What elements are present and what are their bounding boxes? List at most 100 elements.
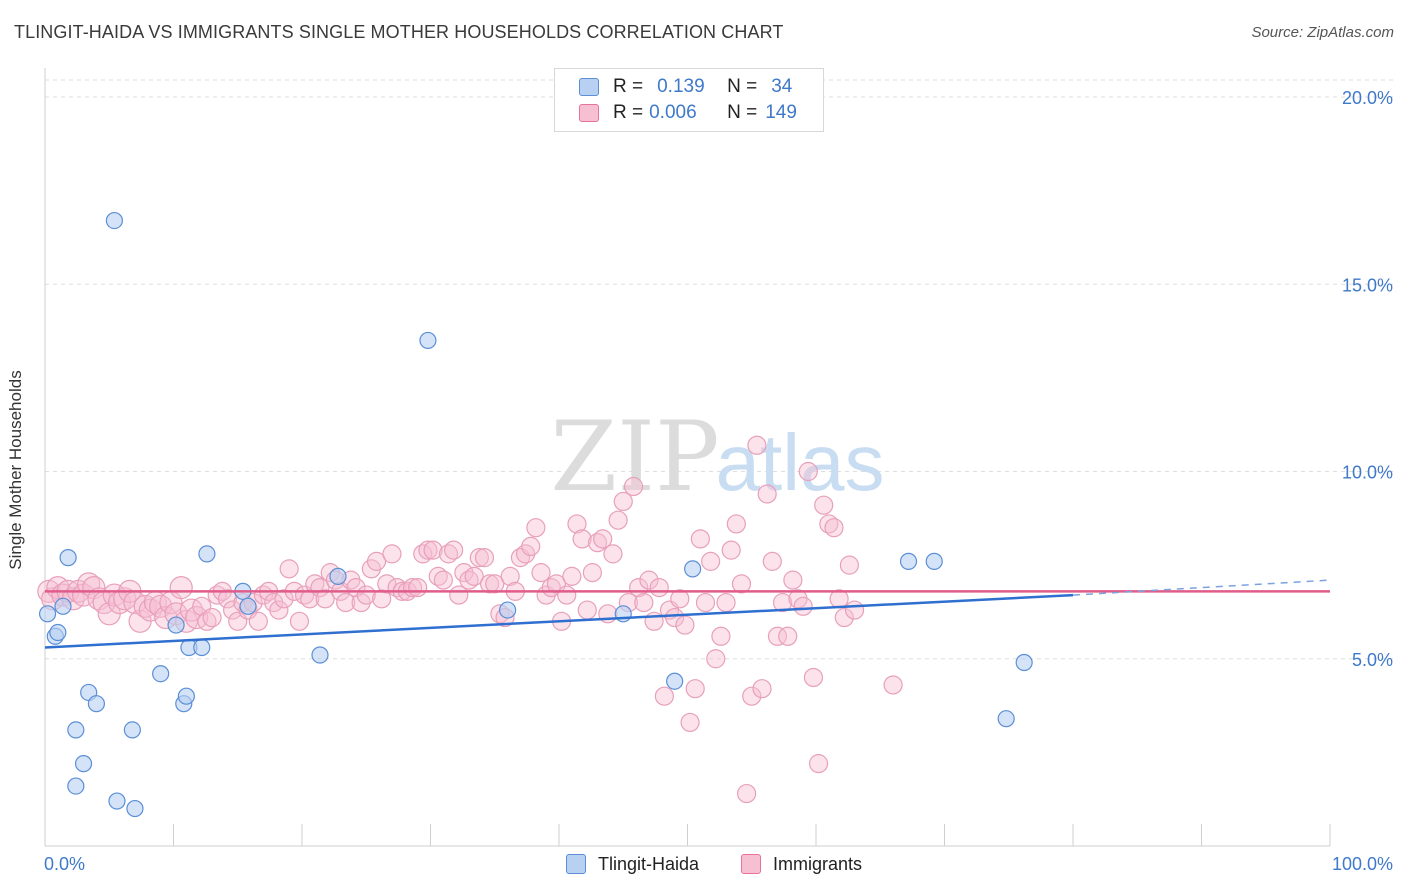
tlingit-haida-point (311, 646, 329, 664)
immigrants-point (485, 574, 505, 594)
tlingit-haida-trend-line (44, 593, 1074, 649)
immigrants-point (336, 592, 356, 613)
immigrants-point (819, 514, 839, 534)
r-label: R = (613, 102, 644, 123)
tlingit-haida-point (499, 601, 517, 619)
tick-labels: 5.0% 10.0% 15.0% 20.0% 0.0% 100.0% (44, 88, 1393, 874)
y-tick-label: 15.0% (1342, 275, 1393, 295)
immigrants-point (382, 544, 402, 564)
immigrants-point (737, 783, 757, 804)
immigrants-point (572, 529, 592, 549)
immigrants-point (767, 626, 788, 646)
immigrants-point (824, 518, 844, 538)
immigrants-point (480, 574, 500, 594)
immigrants-point (567, 514, 587, 534)
immigrants-point (582, 563, 603, 583)
immigrants-point (372, 589, 392, 609)
immigrants-point (169, 575, 193, 600)
r-label: R = (613, 76, 644, 97)
immigrants-point (685, 679, 705, 699)
immigrants-points (37, 435, 903, 804)
tlingit-haida-point (67, 721, 85, 739)
tlingit-haida-point (74, 755, 93, 773)
immigrants-point (839, 555, 860, 575)
immigrants-point (464, 566, 484, 586)
immigrants-point (557, 585, 577, 605)
tlingit-haida-point (167, 616, 185, 634)
tlingit-haida-points (38, 211, 1033, 818)
immigrants-point (803, 667, 824, 688)
watermark: ZIP atlas (550, 401, 884, 513)
immigrants-point (248, 611, 268, 631)
legend-swatch-pink (579, 104, 599, 122)
bottom-legend-immigrants: Immigrants (741, 852, 862, 876)
axes (44, 68, 1331, 847)
immigrants-point (680, 712, 700, 733)
tlingit-haida-point (198, 545, 216, 563)
immigrants-point (438, 544, 459, 564)
immigrants-point (608, 510, 628, 530)
immigrants-point (408, 577, 428, 598)
chart-title: TLINGIT-HAIDA VS IMMIGRANTS SINGLE MOTHE… (14, 22, 784, 42)
immigrants-point (670, 589, 690, 609)
immigrants-point (269, 600, 289, 620)
immigrants-point (690, 529, 710, 549)
immigrants-point (783, 570, 803, 590)
immigrants-point (752, 679, 772, 699)
immigrants-point (772, 592, 793, 613)
immigrants-point (778, 626, 798, 646)
n-value: 34 (771, 76, 793, 97)
tlingit-haida-point (329, 567, 347, 585)
tlingit-haida-point (152, 665, 170, 683)
immigrants-point (814, 495, 834, 515)
tlingit-haida-point (59, 549, 77, 567)
immigrants-point (793, 596, 813, 616)
immigrants-point (377, 574, 397, 594)
immigrants-point (433, 570, 453, 590)
legend-row-immigrants: R = 0.006 N = 149 (579, 101, 797, 125)
legend-label: Immigrants (773, 853, 863, 874)
watermark-zip: ZIP (550, 401, 719, 513)
tlingit-haida-point (54, 597, 72, 615)
immigrants-point (413, 544, 433, 564)
tlingit-haida-point (38, 605, 57, 623)
immigrants-point (305, 574, 325, 594)
immigrants-point (701, 551, 721, 571)
x-tick-label: 100.0% (1332, 854, 1393, 874)
y-axis-label: Single Mother Households (6, 370, 25, 570)
immigrants-point (654, 686, 674, 706)
immigrants-point (526, 518, 546, 538)
tlingit-haida-point (1015, 653, 1033, 672)
immigrants-point (279, 559, 299, 579)
immigrants-point (562, 566, 582, 586)
n-value: 149 (765, 102, 797, 123)
immigrants-point (197, 611, 217, 631)
r-value: 0.139 (657, 76, 705, 97)
immigrants-point (217, 589, 238, 609)
tlingit-haida-point (239, 597, 257, 615)
immigrants-point (726, 514, 746, 534)
immigrants-point (716, 592, 736, 613)
immigrants-point (695, 592, 716, 613)
immigrants-point (808, 754, 829, 774)
grid (45, 79, 1395, 660)
immigrants-point (423, 540, 443, 560)
tlingit-haida-point (87, 695, 106, 713)
immigrants-point (274, 589, 294, 609)
r-value: 0.006 (649, 102, 697, 123)
legend-label: Tlingit-Haida (598, 853, 700, 874)
stats-legend: R = 0.139 N = 34 R = 0.006 N = 149 (554, 68, 824, 132)
tlingit-haida-point (67, 777, 85, 795)
immigrants-point (289, 611, 310, 631)
tlingit-haida-point (49, 623, 67, 642)
immigrants-point (577, 600, 597, 620)
tlingit-haida-point (419, 331, 437, 350)
immigrants-point (521, 536, 541, 557)
tlingit-haida-point (105, 211, 123, 230)
immigrants-point (747, 435, 767, 455)
legend-swatch-pink (741, 854, 761, 874)
legend-swatch-blue (566, 854, 586, 874)
immigrants-point (639, 570, 659, 590)
y-tick-label: 10.0% (1342, 463, 1393, 483)
